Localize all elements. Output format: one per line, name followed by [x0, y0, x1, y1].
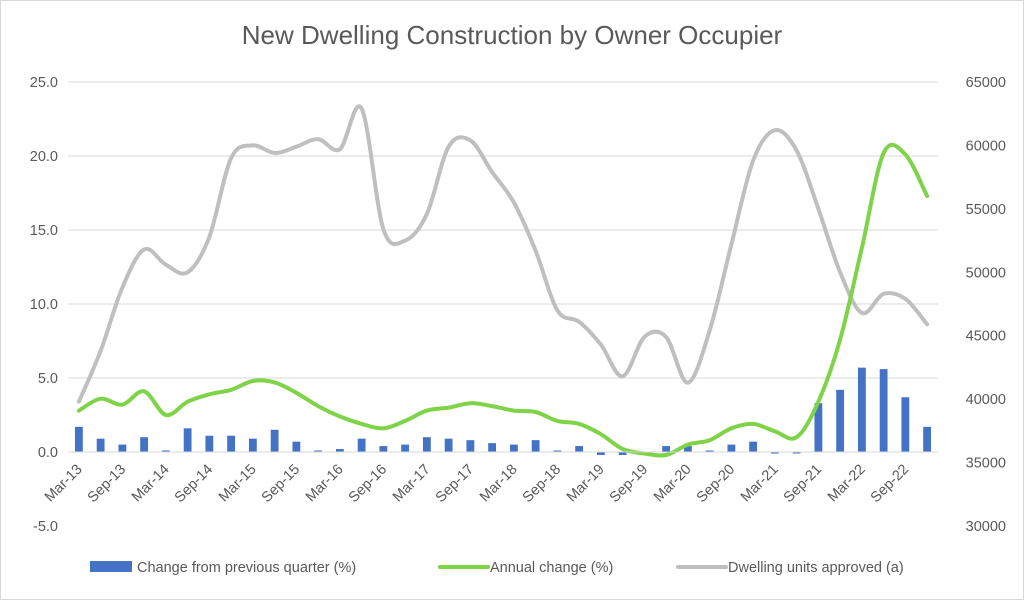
x-tick-label: Sep-19 — [607, 462, 651, 506]
bar — [553, 450, 562, 452]
bar — [749, 441, 758, 452]
bar — [792, 452, 801, 454]
bar-series — [74, 367, 932, 455]
bar — [444, 438, 453, 452]
x-tick-label: Mar-14 — [129, 462, 173, 506]
x-tick-label: Mar-17 — [390, 462, 434, 506]
bar — [379, 446, 388, 452]
y-left-tick-label: 5.0 — [38, 371, 58, 387]
bar — [662, 446, 671, 452]
y-left-tick-label: 25.0 — [30, 75, 58, 91]
bar — [401, 444, 410, 452]
x-tick-label: Sep-15 — [259, 462, 303, 506]
legend-label: Annual change (%) — [490, 560, 613, 576]
x-tick-label: Sep-14 — [172, 462, 216, 506]
legend: Change from previous quarter (%) Annual c… — [90, 560, 904, 576]
bar — [618, 452, 627, 455]
x-tick-label: Mar-19 — [564, 462, 608, 506]
bar — [357, 438, 366, 452]
bar — [466, 440, 475, 452]
x-tick-label: Mar-18 — [477, 462, 521, 506]
y-left-tick-label: -5.0 — [33, 519, 58, 535]
x-tick-label: Sep-13 — [85, 462, 129, 506]
bar — [118, 444, 127, 452]
legend-label: Dwelling units approved (a) — [728, 560, 904, 576]
chart-title: New Dwelling Construction by Owner Occup… — [241, 20, 783, 50]
y-right-tick-label: 30000 — [966, 519, 1006, 535]
y-right-tick-label: 65000 — [966, 75, 1006, 91]
y-right-tick-label: 45000 — [966, 329, 1006, 345]
bar — [509, 444, 518, 452]
gridlines — [68, 81, 938, 379]
bar — [422, 437, 431, 452]
x-tick-label: Sep-16 — [346, 462, 390, 506]
bar — [857, 367, 866, 452]
bar — [879, 369, 888, 452]
bar — [575, 446, 584, 452]
bar — [705, 450, 714, 452]
bar — [683, 446, 692, 452]
bar — [227, 435, 236, 452]
x-tick-label: Mar-13 — [42, 462, 86, 506]
x-tick-label: Mar-16 — [303, 462, 347, 506]
legend-label: Change from previous quarter (%) — [137, 560, 356, 576]
x-tick-label: Mar-22 — [825, 462, 869, 506]
bar — [531, 440, 540, 452]
x-tick-label: Sep-22 — [868, 462, 912, 506]
bar — [314, 450, 323, 452]
bar — [270, 429, 279, 452]
bar — [96, 438, 105, 452]
bar — [923, 426, 932, 452]
bar — [836, 389, 845, 452]
y-left-tick-label: 20.0 — [30, 149, 58, 165]
bar — [74, 426, 83, 452]
y-right-tick-label: 60000 — [966, 138, 1006, 154]
bar — [901, 397, 910, 452]
bar — [183, 428, 192, 452]
y-left-tick-label: 15.0 — [30, 223, 58, 239]
x-tick-label: Sep-18 — [520, 462, 564, 506]
bar — [335, 449, 344, 452]
x-tick-label: Sep-20 — [694, 462, 738, 506]
annual-change-line — [76, 142, 930, 458]
bar — [161, 450, 170, 452]
bar — [596, 452, 605, 455]
y-right-tick-label: 40000 — [966, 392, 1006, 408]
bar — [814, 403, 823, 452]
y-left-tick-label: 0.0 — [38, 445, 58, 461]
x-tick-label: Mar-21 — [738, 462, 782, 506]
line-series — [76, 104, 930, 458]
x-tick-label: Sep-17 — [433, 462, 477, 506]
x-tick-label: Sep-21 — [781, 462, 825, 506]
x-tick-label: Mar-15 — [216, 462, 260, 506]
axes: -5.0 0.0 5.0 10.0 15.0 20.0 25.0 30000 35000 4000… — [30, 75, 1006, 535]
bar — [770, 452, 779, 454]
bar — [140, 437, 149, 452]
y-right-tick-label: 55000 — [966, 202, 1006, 218]
bar — [292, 441, 301, 452]
y-right-tick-label: 50000 — [966, 265, 1006, 281]
y-left-tick-label: 10.0 — [30, 297, 58, 313]
dwelling-units-line — [76, 104, 930, 404]
bar — [727, 444, 736, 452]
bar — [205, 435, 214, 452]
x-tick-label: Mar-20 — [651, 462, 695, 506]
y-right-tick-label: 35000 — [966, 456, 1006, 472]
legend-swatch-bar — [90, 561, 132, 572]
bar — [248, 438, 257, 452]
bar — [488, 443, 497, 452]
